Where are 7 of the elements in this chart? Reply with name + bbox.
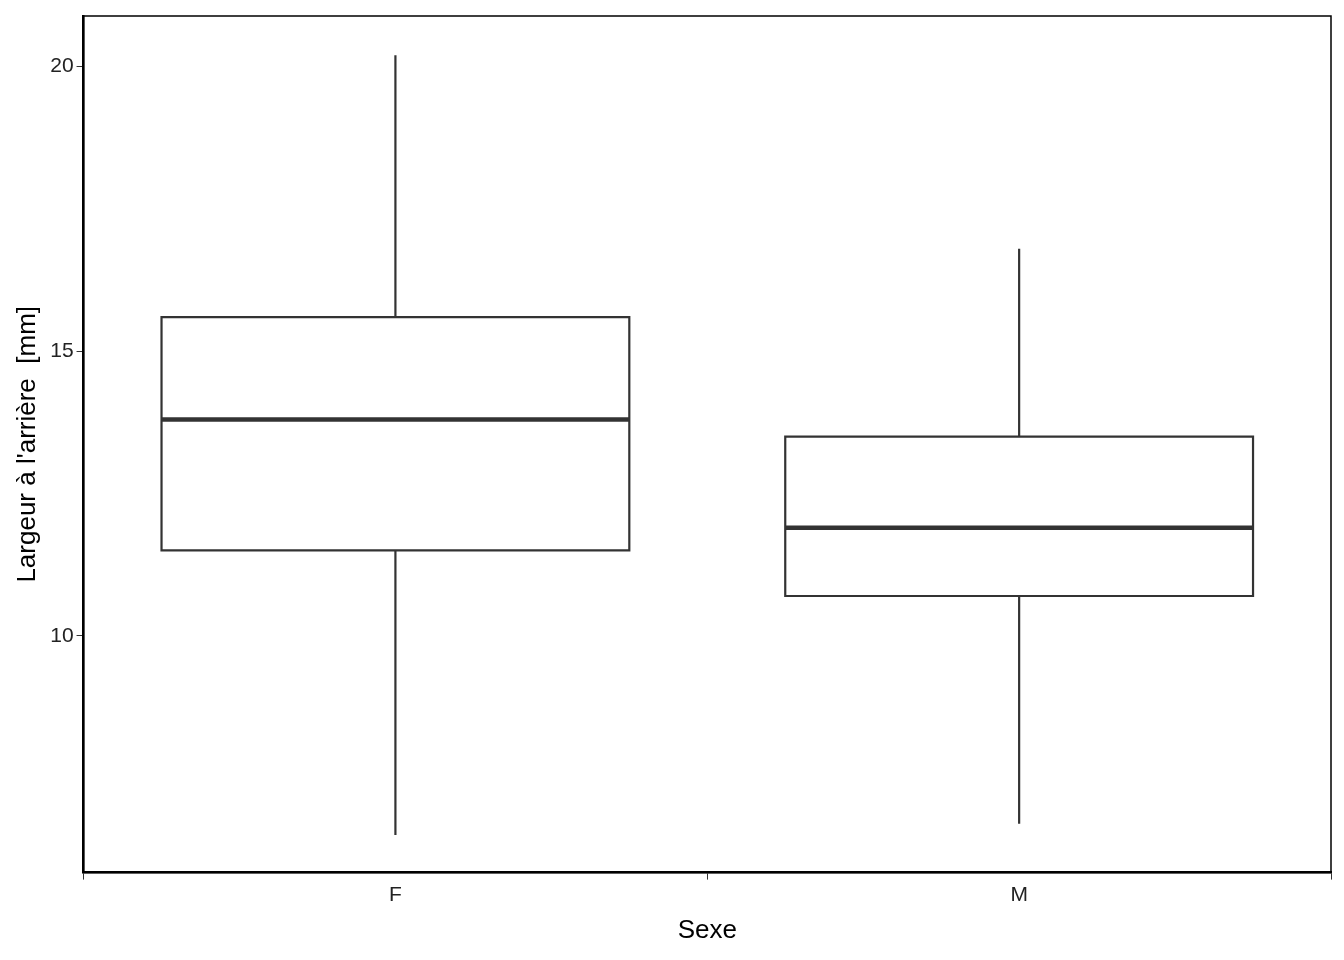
x-tick-label: F: [389, 882, 402, 905]
x-axis-title: Sexe: [677, 913, 737, 944]
x-tick-label: M: [1010, 882, 1028, 905]
y-axis-title: Largeur à l'arrière [mm]: [10, 306, 41, 583]
y-tick-label: 15: [50, 338, 74, 362]
y-tick-label: 10: [50, 622, 74, 646]
y-tick-label: 20: [50, 53, 74, 77]
